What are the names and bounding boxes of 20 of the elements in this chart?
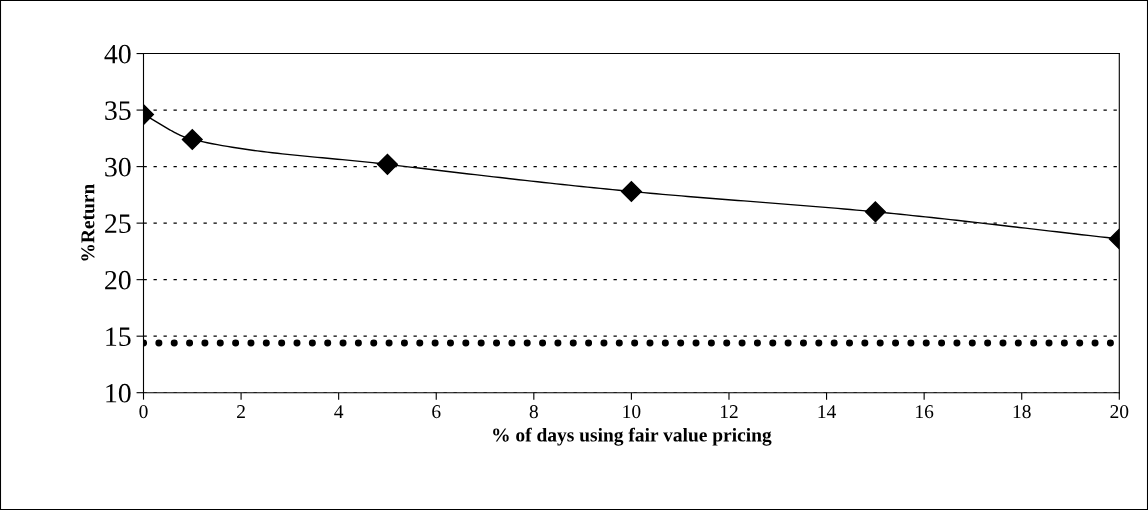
- x-axis-title: % of days using fair value pricing: [493, 427, 772, 446]
- y-tick-label: 30: [105, 157, 131, 177]
- x-tick-label: 18: [1013, 405, 1031, 419]
- y-tick-label: 25: [105, 214, 131, 234]
- y-tick-label: 35: [105, 101, 131, 120]
- y-tick-label: 15: [106, 327, 131, 347]
- x-tick-label: 6: [432, 405, 441, 419]
- x-tick-label: 16: [916, 405, 934, 419]
- y-tick-label: 20: [105, 270, 131, 290]
- x-tick-label: 20: [1110, 405, 1129, 419]
- y-tick-label: 10: [106, 383, 131, 403]
- x-tick-label: 12: [720, 405, 738, 418]
- x-tick-label: 10: [623, 405, 641, 419]
- y-tick-label: 40: [104, 44, 131, 64]
- x-tick-label: 0: [139, 405, 148, 419]
- y-axis-title: %Return: [81, 183, 95, 261]
- x-tick-label: 8: [529, 405, 538, 419]
- x-tick-label: 4: [334, 405, 344, 418]
- x-tick-label: 14: [818, 405, 836, 418]
- x-tick-label: 2: [237, 405, 245, 418]
